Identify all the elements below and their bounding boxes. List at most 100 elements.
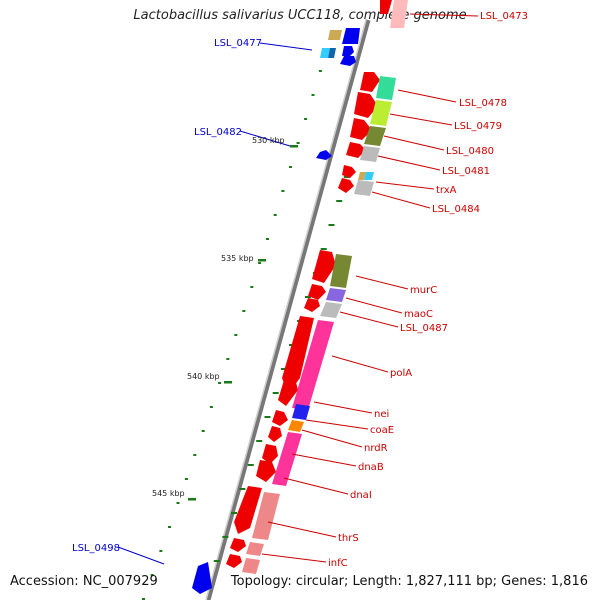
gene-arrow xyxy=(354,92,378,118)
scale-label-545: 545 kbp xyxy=(152,489,185,498)
scale-label-530: 530 kbp xyxy=(252,136,285,145)
gene-arrow xyxy=(312,250,336,283)
gene-label-LSL_0473: LSL_0473 xyxy=(480,11,528,22)
gene-arrow xyxy=(342,28,360,44)
gene-arrow xyxy=(346,142,366,158)
scale-tick xyxy=(328,224,335,226)
gene-bar xyxy=(360,146,380,162)
gene-label-maoC: maoC xyxy=(404,309,433,320)
gene-bar xyxy=(354,180,374,196)
gene-arrow xyxy=(360,72,380,92)
scale-dot xyxy=(289,166,292,168)
scale-tick xyxy=(343,176,350,178)
gene-label-trxA: trxA xyxy=(436,185,457,196)
gene-label-dnaB: dnaB xyxy=(358,462,384,473)
gene-arrow xyxy=(282,316,314,394)
gene-label-dnaI: dnaI xyxy=(350,490,372,501)
gene-bar xyxy=(288,420,304,432)
gene-bar xyxy=(358,172,366,180)
scale-tick xyxy=(336,200,343,202)
gene-label-LSL_0482: LSL_0482 xyxy=(194,127,242,138)
gene-label-coaE: coaE xyxy=(370,425,394,436)
scale-tick xyxy=(239,488,246,490)
scale-dot xyxy=(318,70,322,72)
gene-label-LSL_0478: LSL_0478 xyxy=(459,98,507,109)
gene-bar xyxy=(320,48,330,58)
gene-label-LSL_0480: LSL_0480 xyxy=(446,146,494,157)
scale-dot xyxy=(201,430,205,432)
scale-dot xyxy=(184,478,188,480)
gene-label-nei: nei xyxy=(374,409,389,420)
forward-leaders xyxy=(261,13,479,563)
scale-labels: 530 kbp 535 kbp 540 kbp 545 kbp xyxy=(152,136,285,498)
scale-dot xyxy=(258,262,262,264)
gene-bar xyxy=(364,172,374,180)
scale-tick xyxy=(247,464,254,466)
scale-tick xyxy=(280,368,287,370)
gene-arrow xyxy=(338,178,354,193)
scale-dot xyxy=(281,190,285,192)
scale-dot xyxy=(266,238,269,240)
gene-arrow xyxy=(192,562,212,594)
scale-dot xyxy=(193,454,197,456)
gene-arrow xyxy=(340,56,356,66)
scale-dots xyxy=(142,70,322,600)
gene-label-murC: murC xyxy=(410,285,437,296)
gene-bar xyxy=(370,100,392,126)
gene-bar xyxy=(252,492,280,540)
gene-label-nrdR: nrdR xyxy=(364,443,388,454)
gene-arrow xyxy=(272,410,288,426)
gene-arrow xyxy=(278,380,298,406)
topology-label: Topology: circular; Length: 1,827,111 bp… xyxy=(230,574,588,589)
gene-arrow xyxy=(308,284,326,300)
gene-arrow xyxy=(304,298,320,312)
gene-bar xyxy=(328,30,342,40)
scale-dot xyxy=(168,526,171,528)
scale-dot xyxy=(242,310,246,312)
gene-arrow xyxy=(342,165,356,178)
gene-bar xyxy=(242,558,260,574)
gene-arrow xyxy=(262,444,278,464)
gene-label-LSL_0484: LSL_0484 xyxy=(432,204,480,215)
gene-arrow xyxy=(342,46,354,56)
gene-label-LSL_0498: LSL_0498 xyxy=(72,543,120,554)
gene-arrow xyxy=(316,150,332,160)
scale-tick xyxy=(231,512,237,514)
gene-arrow xyxy=(230,538,246,552)
gene-arrow xyxy=(268,426,282,442)
scale-label-540: 540 kbp xyxy=(187,372,220,381)
scale-tick xyxy=(320,248,327,250)
reverse-gene-labels: LSL_0477 LSL_0482 LSL_0498 xyxy=(72,38,262,554)
scale-major-tick xyxy=(224,381,232,384)
gene-bar xyxy=(326,288,346,302)
function-bars xyxy=(242,0,408,574)
gene-bar xyxy=(292,320,334,410)
gene-bar xyxy=(390,0,408,28)
gene-label-LSL_0487: LSL_0487 xyxy=(400,323,448,334)
reverse-leaders xyxy=(117,42,313,565)
genome-backbone xyxy=(205,19,371,600)
gene-arrow xyxy=(226,554,242,568)
scale-dot xyxy=(273,214,277,216)
scale-major-tick xyxy=(290,145,298,148)
gene-bar xyxy=(246,542,264,556)
scale-major-tick xyxy=(258,259,266,262)
scale-dot xyxy=(159,550,163,552)
scale-dot xyxy=(209,406,213,408)
scale-tick xyxy=(222,536,229,538)
gene-label-LSL_0477: LSL_0477 xyxy=(214,38,262,49)
scale-tick xyxy=(213,560,220,562)
gene-bar xyxy=(330,254,352,288)
scale-major-tick xyxy=(188,498,196,501)
gene-label-LSL_0481: LSL_0481 xyxy=(442,166,490,177)
forward-gene-labels: LSL_0473 LSL_0478 LSL_0479 LSL_0480 LSL_… xyxy=(328,11,528,569)
scale-tick xyxy=(264,416,271,418)
scale-tick xyxy=(272,392,279,394)
scale-dot xyxy=(176,502,180,504)
scale-dot xyxy=(304,118,308,120)
scale-tick xyxy=(256,440,263,442)
scale-dot xyxy=(250,286,254,288)
scale-dot xyxy=(218,382,222,384)
